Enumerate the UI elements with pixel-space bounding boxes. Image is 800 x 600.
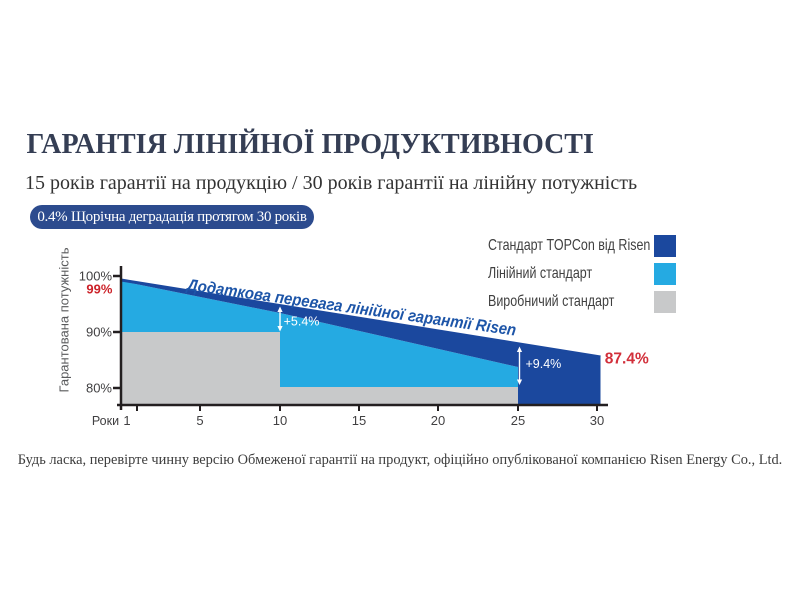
svg-text:1: 1 (123, 413, 130, 428)
svg-text:5: 5 (196, 413, 203, 428)
svg-text:99%: 99% (86, 282, 112, 297)
svg-text:80%: 80% (86, 381, 112, 396)
svg-text:30: 30 (590, 413, 604, 428)
svg-text:10: 10 (273, 413, 287, 428)
svg-text:20: 20 (431, 413, 445, 428)
svg-text:Роки: Роки (92, 414, 119, 428)
svg-text:90%: 90% (86, 325, 112, 340)
svg-text:+5.4%: +5.4% (284, 315, 320, 329)
svg-text:100%: 100% (79, 269, 113, 284)
svg-text:87.4%: 87.4% (605, 351, 649, 368)
svg-text:25: 25 (511, 413, 525, 428)
svg-text:+9.4%: +9.4% (526, 357, 562, 371)
svg-text:Гарантована потужність: Гарантована потужність (57, 247, 72, 392)
svg-text:15: 15 (352, 413, 366, 428)
